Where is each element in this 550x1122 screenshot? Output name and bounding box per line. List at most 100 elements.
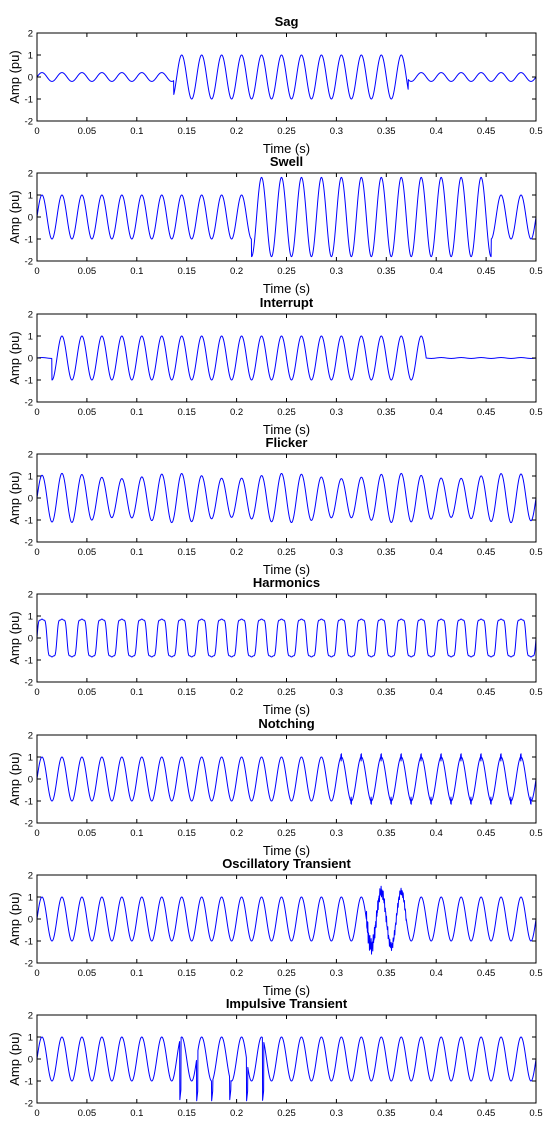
y-tick-label: -2 [25, 678, 33, 689]
chart-swell: Swell 0 0.05 0.1 0.15 0.2 0.25 0.3 0.35 0.4 0.45 0.… [7, 154, 543, 296]
x-tick-label: 0.35 [377, 828, 396, 839]
y-axis-label: Amp (pu) [7, 892, 22, 945]
y-tick-label: -1 [25, 95, 33, 106]
x-tick-label: 0.2 [230, 968, 243, 979]
x-tick-label: 0.2 [230, 547, 243, 558]
x-tick-label: 0.45 [477, 547, 496, 558]
x-axis-label: Time (s) [263, 562, 310, 577]
x-tick-label: 0.1 [130, 126, 143, 137]
x-tick-label: 0.25 [277, 547, 296, 558]
series-line [36, 54, 537, 100]
chart-title: Flicker [266, 435, 308, 450]
x-tick-label: 0.45 [477, 968, 496, 979]
x-tick-label: 0.35 [377, 1108, 396, 1119]
chart-flicker: Flicker 0 0.05 0.1 0.15 0.2 0.25 0.3 0.35 0.4 0.45… [7, 435, 543, 577]
y-tick-label: 2 [28, 169, 33, 180]
x-tick-label: 0.3 [330, 547, 343, 558]
x-tick-label: 0.3 [330, 1108, 343, 1119]
x-tick-label: 0.05 [78, 126, 97, 137]
x-tick-label: 0.35 [377, 547, 396, 558]
x-tick-label: 0.4 [430, 968, 443, 979]
x-tick-label: 0.05 [78, 547, 97, 558]
y-tick-label: 0 [28, 213, 33, 224]
x-tick-label: 0.15 [177, 1108, 196, 1119]
y-tick-label: 1 [28, 1033, 33, 1044]
y-tick-label: 1 [28, 51, 33, 62]
x-tick-label: 0 [34, 547, 39, 558]
x-tick-label: 0.2 [230, 828, 243, 839]
x-tick-label: 0.35 [377, 968, 396, 979]
y-axis-label: Amp (pu) [7, 1032, 22, 1085]
x-axis-label: Time (s) [263, 702, 310, 717]
x-tick-label: 0.3 [330, 266, 343, 277]
x-tick-label: 0.3 [330, 687, 343, 698]
x-tick-label: 0.45 [477, 687, 496, 698]
chart-title: Oscillatory Transient [222, 856, 351, 871]
x-axis-label: Time (s) [263, 843, 310, 858]
y-tick-label: 0 [28, 73, 33, 84]
x-axis-label: Time (s) [263, 983, 310, 998]
x-tick-label: 0.1 [130, 828, 143, 839]
x-tick-label: 0 [34, 828, 39, 839]
x-tick-label: 0.1 [130, 968, 143, 979]
y-tick-label: -2 [25, 1099, 33, 1110]
y-tick-label: -2 [25, 257, 33, 268]
y-tick-label: -1 [25, 235, 33, 246]
x-tick-label: 0.45 [477, 266, 496, 277]
x-tick-label: 0.2 [230, 126, 243, 137]
x-tick-label: 0.1 [130, 687, 143, 698]
y-tick-label: -2 [25, 117, 33, 128]
series-line [36, 753, 537, 805]
y-axis-label: Amp (pu) [7, 331, 22, 384]
y-tick-label: 2 [28, 590, 33, 601]
y-axis-label: Amp (pu) [7, 752, 22, 805]
x-tick-label: 0.4 [430, 407, 443, 418]
x-tick-label: 0.2 [230, 1108, 243, 1119]
y-tick-label: 0 [28, 775, 33, 786]
y-tick-label: 0 [28, 494, 33, 505]
x-tick-label: 0.35 [377, 266, 396, 277]
chart-title: Swell [270, 154, 303, 169]
x-tick-label: 0.35 [377, 407, 396, 418]
x-tick-label: 0.4 [430, 266, 443, 277]
x-tick-label: 0.25 [277, 407, 296, 418]
chart-title: Interrupt [260, 295, 314, 310]
x-tick-label: 0.3 [330, 407, 343, 418]
chart-title: Harmonics [253, 575, 320, 590]
x-axis-label: Time (s) [263, 281, 310, 296]
x-tick-label: 0.05 [78, 1108, 97, 1119]
x-tick-label: 0.25 [277, 968, 296, 979]
x-tick-label: 0.25 [277, 126, 296, 137]
y-tick-label: -2 [25, 538, 33, 549]
x-tick-label: 0.25 [277, 828, 296, 839]
series-line [36, 885, 537, 955]
x-tick-label: 0.2 [230, 407, 243, 418]
x-tick-label: 0 [34, 968, 39, 979]
x-tick-label: 0 [34, 687, 39, 698]
chart-sag: Sag 0 0.05 0.1 0.15 0.2 0.25 0.3 0.35 0.4 0.45 0.5 -… [7, 14, 543, 156]
y-tick-label: -1 [25, 376, 33, 387]
y-tick-label: -2 [25, 398, 33, 409]
y-tick-label: 1 [28, 753, 33, 764]
x-tick-label: 0.4 [430, 126, 443, 137]
x-tick-label: 0.5 [529, 266, 542, 277]
y-tick-label: 2 [28, 310, 33, 321]
y-tick-label: 0 [28, 354, 33, 365]
x-tick-label: 0.5 [529, 828, 542, 839]
y-axis-label: Amp (pu) [7, 471, 22, 524]
x-tick-label: 0.15 [177, 547, 196, 558]
x-tick-label: 0 [34, 1108, 39, 1119]
chart-notching: Notching 0 0.05 0.1 0.15 0.2 0.25 0.3 0.35 0.4 0.4… [7, 716, 543, 858]
x-tick-label: 0.5 [529, 126, 542, 137]
series-line [36, 472, 537, 524]
x-tick-label: 0.15 [177, 968, 196, 979]
x-tick-label: 0.5 [529, 407, 542, 418]
x-tick-label: 0.5 [529, 1108, 542, 1119]
x-tick-label: 0.3 [330, 126, 343, 137]
x-tick-label: 0.15 [177, 407, 196, 418]
y-tick-label: 2 [28, 29, 33, 40]
y-tick-label: 0 [28, 634, 33, 645]
y-tick-label: 1 [28, 472, 33, 483]
y-tick-label: -2 [25, 959, 33, 970]
series-line [36, 335, 537, 381]
